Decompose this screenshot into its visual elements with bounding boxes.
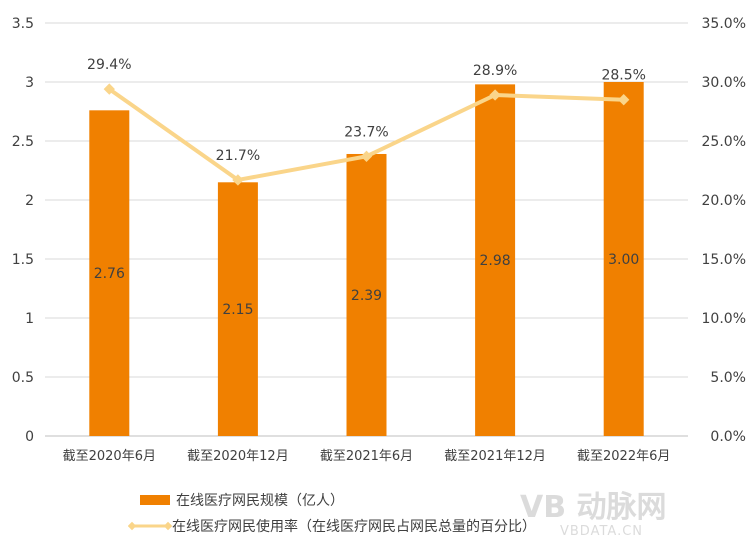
left-tick-label: 3.5: [12, 16, 34, 32]
legend-label-bar: 在线医疗网民规模（亿人）: [176, 493, 344, 509]
left-tick-label: 1: [25, 311, 34, 327]
line-data-label: 28.9%: [473, 63, 517, 79]
bar: [603, 82, 644, 436]
bar-data-label: 2.76: [94, 266, 125, 282]
left-tick-label: 2: [25, 193, 34, 209]
legend-swatch-line: [128, 521, 172, 531]
right-tick-label: 35.0%: [702, 16, 746, 32]
bar: [89, 110, 130, 436]
line-data-label: 28.5%: [601, 68, 645, 84]
right-tick-label: 0.0%: [710, 429, 746, 445]
bar: [217, 182, 258, 436]
line-point: [232, 174, 244, 186]
line-data-label: 21.7%: [216, 148, 260, 164]
left-tick-label: 3: [25, 75, 34, 91]
right-tick-label: 5.0%: [710, 370, 746, 386]
right-tick-label: 15.0%: [702, 252, 746, 268]
right-tick-label: 30.0%: [702, 75, 746, 91]
bar-data-label: 2.39: [351, 288, 382, 304]
x-tick-label: 截至2022年6月: [577, 449, 670, 464]
x-tick-label: 截至2020年12月: [187, 449, 289, 464]
left-tick-label: 0.5: [12, 370, 34, 386]
bar: [475, 84, 516, 437]
line-point: [360, 150, 373, 162]
legend-label-line: 在线医疗网民使用率（在线医疗网民占网民总量的百分比）: [172, 519, 536, 535]
legend-item-line: 在线医疗网民使用率（在线医疗网民占网民总量的百分比）: [128, 516, 536, 536]
right-tick-label: 20.0%: [702, 193, 746, 209]
bar: [346, 153, 387, 437]
bar-data-label: 3.00: [608, 252, 639, 268]
x-tick-label: 截至2021年12月: [444, 449, 546, 464]
left-tick-label: 0: [25, 429, 34, 445]
right-tick-label: 10.0%: [702, 311, 746, 327]
line-data-label: 23.7%: [344, 124, 388, 140]
bar-data-label: 2.98: [480, 253, 511, 269]
legend-swatch-bar: [140, 495, 170, 505]
left-tick-label: 2.5: [12, 134, 34, 150]
right-tick-label: 25.0%: [702, 134, 746, 150]
watermark-logo: VB 动脉网 VBDATA.CN: [520, 490, 667, 540]
line-data-label: 29.4%: [87, 57, 131, 73]
x-tick-label: 截至2020年6月: [63, 449, 156, 464]
x-tick-label: 截至2021年6月: [320, 449, 413, 464]
bar-data-label: 2.15: [222, 302, 253, 318]
left-tick-label: 1.5: [12, 252, 34, 268]
legend-item-bar: 在线医疗网民规模（亿人）: [140, 490, 344, 510]
